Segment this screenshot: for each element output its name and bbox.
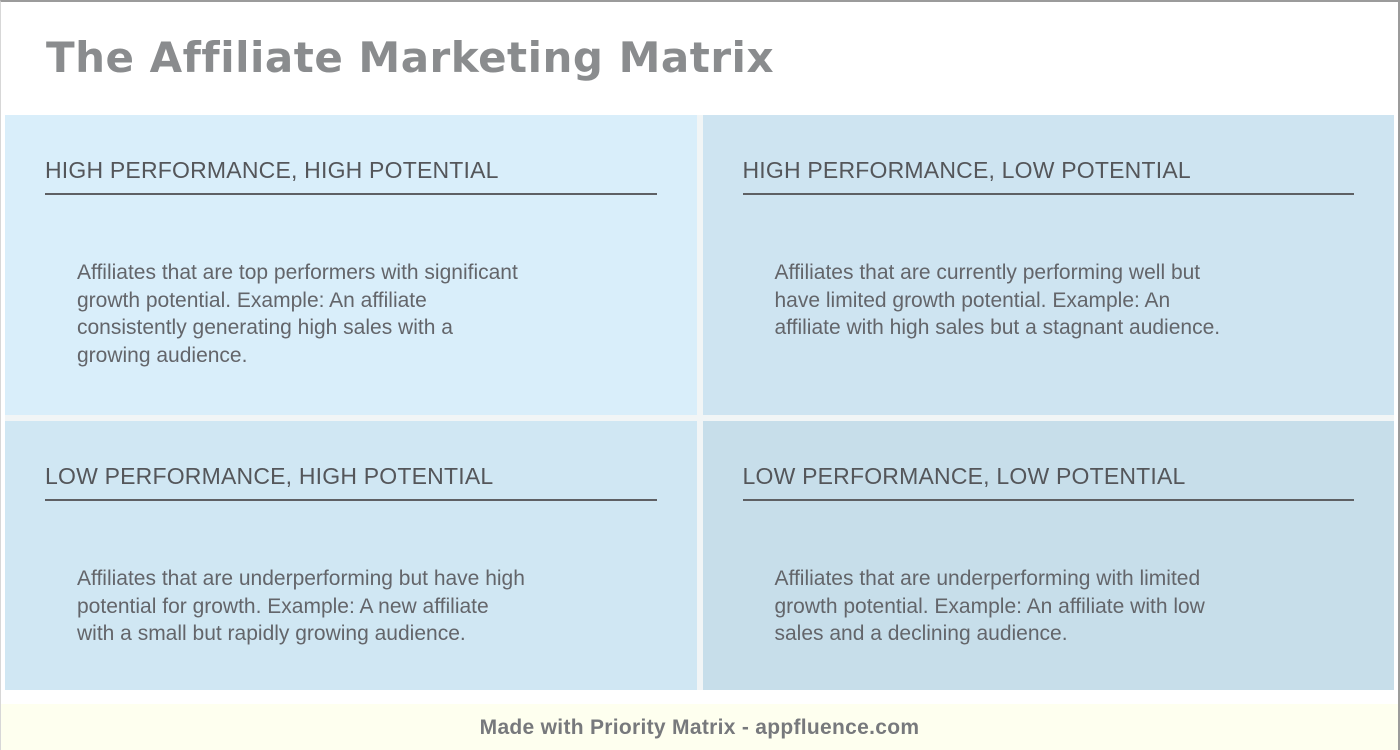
quadrant-matrix: HIGH PERFORMANCE, HIGH POTENTIAL Affilia…: [5, 115, 1394, 690]
footer: Made with Priority Matrix - appfluence.c…: [1, 704, 1398, 750]
quadrant-description: Affiliates that are underperforming but …: [77, 567, 525, 645]
quadrant-description: Affiliates that are top performers with …: [77, 261, 518, 367]
quadrant-low-performance-low-potential: LOW PERFORMANCE, LOW POTENTIAL Affiliate…: [702, 421, 1394, 690]
quadrant-title: LOW PERFORMANCE, LOW POTENTIAL: [742, 463, 1354, 501]
title-bar: The Affiliate Marketing Matrix: [1, 2, 1398, 113]
quadrant-description: Affiliates that are currently performing…: [774, 261, 1221, 339]
quadrant-title: HIGH PERFORMANCE, HIGH POTENTIAL: [45, 157, 657, 195]
page-title: The Affiliate Marketing Matrix: [46, 33, 775, 82]
quadrant-title: HIGH PERFORMANCE, LOW POTENTIAL: [742, 157, 1354, 195]
quadrant-description: Affiliates that are underperforming with…: [774, 567, 1205, 645]
quadrant-high-performance-high-potential: HIGH PERFORMANCE, HIGH POTENTIAL Affilia…: [5, 115, 697, 415]
quadrant-low-performance-high-potential: LOW PERFORMANCE, HIGH POTENTIAL Affiliat…: [5, 421, 697, 690]
quadrant-high-performance-low-potential: HIGH PERFORMANCE, LOW POTENTIAL Affiliat…: [702, 115, 1394, 415]
footer-credit: Made with Priority Matrix - appfluence.c…: [479, 716, 920, 739]
quadrant-title: LOW PERFORMANCE, HIGH POTENTIAL: [45, 463, 657, 501]
